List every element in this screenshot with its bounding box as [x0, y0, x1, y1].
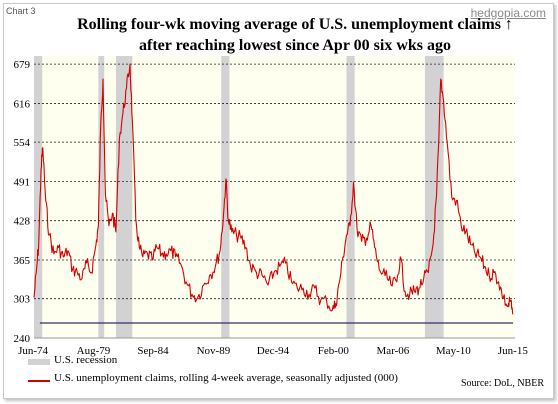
recession-band [346, 56, 355, 338]
recession-swatch [28, 359, 50, 365]
x-tick-label: Nov-89 [197, 345, 231, 357]
y-tick-label: 365 [14, 255, 31, 267]
brand-link[interactable]: hedgopia.com [470, 6, 546, 20]
recession-band [34, 56, 43, 338]
recession-band [424, 56, 444, 338]
recession-band [98, 56, 105, 338]
x-tick-label: Feb-00 [318, 345, 350, 357]
source-note: Source: DoL, NBER [460, 378, 544, 389]
y-tick-label: 428 [14, 216, 31, 228]
recession-band [115, 56, 133, 338]
x-tick-label: May-10 [436, 345, 471, 357]
chart-number-label: Chart 3 [6, 6, 36, 16]
claims-series-line [33, 63, 514, 315]
y-tick-label: 554 [14, 137, 31, 149]
y-tick-label: 303 [14, 294, 31, 306]
chart-title: Rolling four-wk moving average of U.S. u… [77, 16, 513, 54]
x-tick-label: Jun-15 [498, 345, 528, 357]
legend-label-claims: U.S. unemployment claims, rolling 4-week… [54, 372, 398, 384]
x-tick-label: Sep-84 [137, 345, 169, 357]
y-tick-label: 679 [14, 59, 31, 71]
legend-label-recession: U.S. recession [54, 354, 118, 366]
x-tick-label: Jun-74 [18, 345, 48, 357]
x-tick-label: Mar-06 [377, 345, 410, 357]
claims-swatch [28, 380, 50, 382]
x-tick-label: Dec-94 [257, 345, 290, 357]
y-tick-label: 616 [14, 98, 31, 110]
x-tick-label: Aug-79 [77, 345, 111, 357]
y-tick-label: 240 [14, 333, 31, 345]
y-tick-label: 491 [14, 176, 31, 188]
